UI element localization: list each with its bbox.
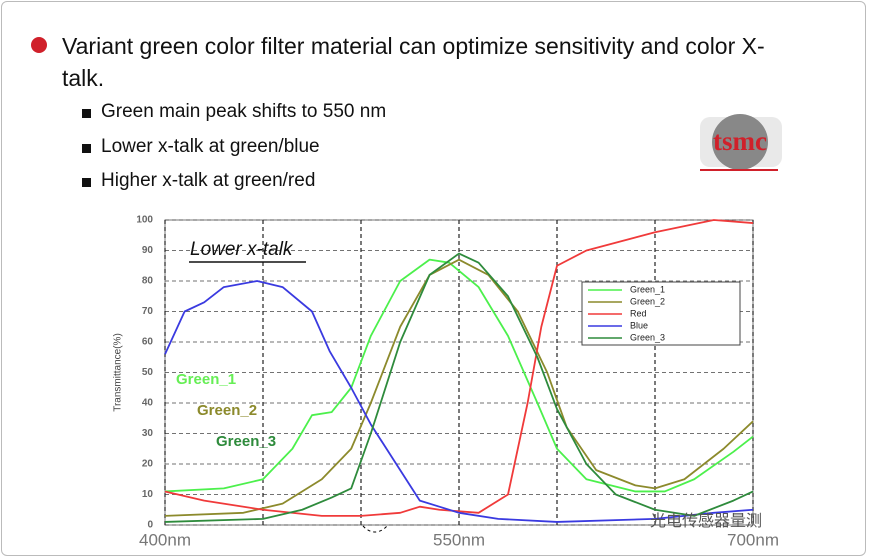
sub-bullet: Green main peak shifts to 550 nm bbox=[101, 101, 387, 122]
legend-label: Green_1 bbox=[630, 284, 665, 294]
y-axis-label: Transmittance(%) bbox=[113, 333, 124, 412]
x-tick-label: 400nm bbox=[139, 530, 191, 549]
legend-label: Green_2 bbox=[630, 296, 665, 306]
bullet-dot bbox=[31, 37, 47, 53]
y-tick-label: 50 bbox=[142, 367, 154, 378]
sub-bullet-mark bbox=[82, 109, 91, 118]
y-tick-label: 80 bbox=[142, 276, 154, 287]
annotation: Green_3 bbox=[216, 433, 276, 450]
sub-bullet: Lower x-talk at green/blue bbox=[101, 136, 320, 157]
sub-bullet-mark bbox=[82, 144, 91, 153]
x-tick-label: 700nm bbox=[727, 530, 779, 549]
legend-label: Blue bbox=[630, 320, 648, 330]
series-line bbox=[164, 219, 754, 517]
y-tick-label: 0 bbox=[147, 520, 153, 531]
y-tick-label: 20 bbox=[142, 459, 154, 470]
series-line bbox=[164, 258, 754, 493]
y-tick-label: 40 bbox=[142, 398, 154, 409]
logo-wafer bbox=[712, 114, 768, 170]
series-line bbox=[164, 252, 754, 523]
y-tick-label: 70 bbox=[142, 306, 154, 317]
logo-text: tsmc bbox=[713, 126, 767, 156]
legend-label: Red bbox=[630, 308, 647, 318]
annotation: Green_1 bbox=[176, 371, 236, 388]
annotation: Lower x-talk bbox=[190, 239, 294, 260]
bullet-text: Variant green color filter material can … bbox=[62, 33, 765, 91]
y-tick-label: 100 bbox=[136, 215, 153, 226]
y-tick-label: 60 bbox=[142, 337, 154, 348]
annotation: Green_2 bbox=[197, 402, 257, 419]
y-tick-label: 90 bbox=[142, 245, 154, 256]
sub-bullet-mark bbox=[82, 178, 91, 187]
sub-bullet: Higher x-talk at green/red bbox=[101, 170, 316, 191]
y-tick-label: 30 bbox=[142, 428, 154, 439]
x-tick-label: 550nm bbox=[433, 530, 485, 549]
watermark: 光电传感器量测 bbox=[650, 512, 762, 530]
legend-label: Green_3 bbox=[630, 332, 665, 342]
y-tick-label: 10 bbox=[142, 489, 154, 500]
series-line bbox=[164, 280, 754, 523]
